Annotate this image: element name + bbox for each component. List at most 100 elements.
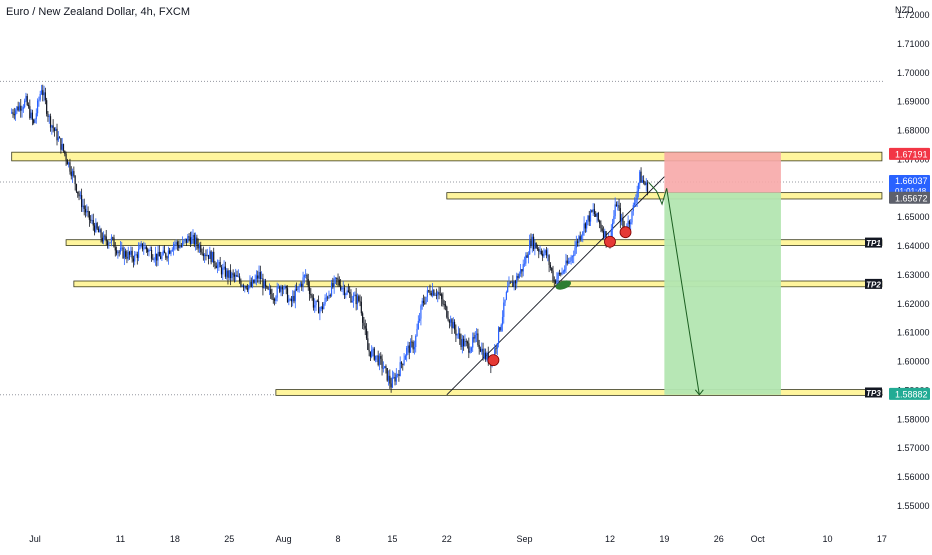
candle-body xyxy=(320,306,322,309)
candle-body xyxy=(259,272,261,280)
candle-body xyxy=(17,106,19,111)
candle-body xyxy=(478,344,480,349)
x-tick-label: 22 xyxy=(442,534,452,544)
candle-body xyxy=(450,319,452,323)
candle-body xyxy=(463,338,465,347)
candle-body xyxy=(235,274,237,277)
price-label-bg xyxy=(889,387,930,400)
candle-body xyxy=(104,235,106,237)
candle-body xyxy=(165,253,167,258)
x-tick-label: 26 xyxy=(714,534,724,544)
candle-body xyxy=(172,244,175,250)
candle-body xyxy=(614,204,616,217)
position-stop-area xyxy=(664,152,781,193)
candle-body xyxy=(495,348,497,350)
candle-body xyxy=(475,333,478,336)
candle-body xyxy=(302,277,304,287)
candle-body xyxy=(360,301,362,314)
candle-body xyxy=(66,160,68,165)
candle-body xyxy=(547,255,549,257)
candle-body xyxy=(196,237,198,245)
candle-body xyxy=(319,308,321,314)
candle-body xyxy=(513,281,515,287)
candle-body xyxy=(397,374,399,376)
candle-body xyxy=(20,105,22,111)
candle-body xyxy=(404,355,406,360)
candle-body xyxy=(573,254,575,257)
tp-label-tp2: TP2 xyxy=(866,280,881,289)
candle-body xyxy=(387,375,390,381)
candle-body xyxy=(328,295,330,299)
candle-body xyxy=(633,202,636,206)
candle-body xyxy=(191,236,193,244)
candle-body xyxy=(359,300,361,302)
candle-body xyxy=(271,294,273,299)
candle-body xyxy=(131,250,133,259)
candle-body xyxy=(371,349,373,357)
candle-body xyxy=(64,150,66,154)
candle-body xyxy=(128,251,131,255)
x-tick-label: Oct xyxy=(751,534,766,544)
candle-body xyxy=(264,280,267,287)
candle-body xyxy=(73,171,75,176)
chart-title: Euro / New Zealand Dollar, 4h, FXCM xyxy=(6,6,191,18)
candle-body xyxy=(548,255,550,265)
candle-body xyxy=(295,289,298,291)
candle-body xyxy=(545,250,548,256)
candle-body xyxy=(364,325,366,329)
candle-body xyxy=(538,248,540,252)
candle-body xyxy=(42,90,44,96)
candle-body xyxy=(182,241,184,247)
candle-body xyxy=(332,283,334,287)
candle-body xyxy=(389,375,391,384)
candle-body xyxy=(175,242,177,245)
candle-body xyxy=(442,299,444,305)
candle-body xyxy=(599,220,601,224)
candle-body xyxy=(21,108,23,111)
candle-body xyxy=(628,221,631,225)
candle-body xyxy=(472,337,474,348)
candle-body xyxy=(136,254,138,258)
candle-body xyxy=(316,300,318,302)
price-label-bg xyxy=(889,174,930,197)
candle-body xyxy=(325,297,327,299)
y-tick-label: 1.55000 xyxy=(897,501,930,511)
candle-body xyxy=(417,320,419,329)
candle-body xyxy=(496,343,498,349)
candle-body xyxy=(499,327,501,331)
x-tick-label: 25 xyxy=(224,534,234,544)
candle-body xyxy=(49,116,52,128)
candle-body xyxy=(184,238,186,241)
candle-body xyxy=(69,162,71,172)
candle-body xyxy=(71,171,74,177)
candle-body xyxy=(14,110,17,116)
y-tick-label: 1.63000 xyxy=(897,270,930,280)
candle-body xyxy=(446,306,448,318)
candle-body xyxy=(403,359,405,365)
candle-body xyxy=(385,366,387,369)
candle-body xyxy=(299,283,302,287)
candle-body xyxy=(543,252,545,257)
candle-body xyxy=(535,242,537,249)
candle-body xyxy=(87,210,89,212)
price-label-value: 1.58882 xyxy=(895,389,928,399)
x-tick-label: 19 xyxy=(659,534,669,544)
candle-body xyxy=(380,356,382,359)
candle-body xyxy=(374,355,377,360)
candle-body xyxy=(428,290,430,292)
candle-body xyxy=(187,236,189,243)
candle-body xyxy=(567,261,570,264)
candle-body xyxy=(117,251,119,254)
candle-body xyxy=(70,171,72,177)
currency-label: NZD xyxy=(895,5,914,15)
candle-body xyxy=(447,317,449,321)
candle-body xyxy=(77,191,79,194)
candle-body xyxy=(349,292,351,294)
candle-body xyxy=(587,215,589,221)
candle-body xyxy=(411,341,413,343)
candle-body xyxy=(33,119,35,123)
candle-body xyxy=(308,286,311,295)
y-tick-label: 1.69000 xyxy=(897,97,930,107)
